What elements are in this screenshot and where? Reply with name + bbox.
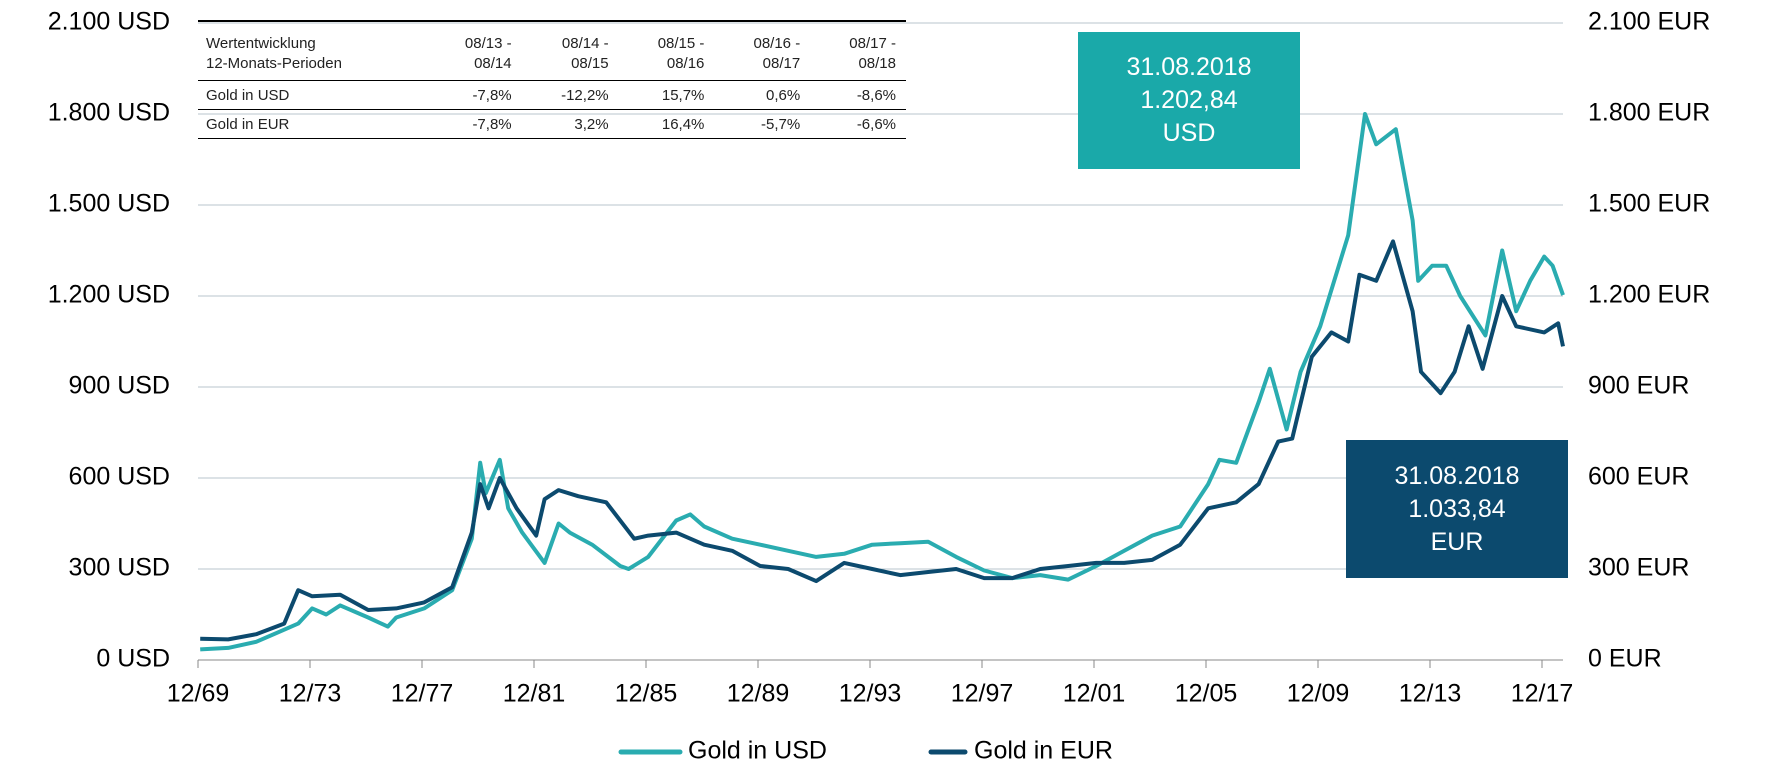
header-line: 08/16 [666, 55, 705, 72]
table-header-cell: 08/15 - 08/16 [619, 21, 715, 81]
header-line: 08/15 [571, 55, 609, 72]
header-line: 08/16 - [753, 35, 801, 52]
y2-tick-label: 300 EUR [1588, 554, 1689, 582]
annotation-line: 31.08.2018 [1394, 461, 1520, 490]
x-tick-label: 12/73 [279, 680, 342, 708]
y2-tick-label: 1.500 EUR [1588, 190, 1710, 218]
legend-label: Gold in EUR [974, 737, 1113, 765]
header-line: 08/13 - [464, 35, 512, 52]
x-tick-label: 12/13 [1399, 680, 1462, 708]
table-cell: -5,7% [761, 115, 801, 133]
header-line: Wertentwicklung [206, 35, 316, 52]
x-tick-label: 12/97 [951, 680, 1014, 708]
data-line [200, 112, 1565, 652]
y-tick-label: 2.100 USD [48, 8, 170, 36]
performance-table: Wertentwicklung 12-Monats-Perioden 08/13 -… [198, 20, 906, 139]
y-tick-label: 0 USD [96, 645, 170, 673]
table-cell: Gold in USD [206, 86, 290, 104]
annotation-line: EUR [1430, 527, 1484, 556]
table-cell: 3,2% [574, 115, 609, 133]
header-line: 08/17 [762, 55, 801, 72]
table-cell: -7,8% [472, 86, 512, 104]
table-header-cell: Wertentwicklung 12-Monats-Perioden [198, 21, 426, 81]
annotation-line: USD [1162, 119, 1216, 147]
annotation-line: 1.202,84 [1140, 86, 1238, 114]
x-tick-label: 12/93 [839, 680, 902, 708]
x-tick-label: 12/17 [1511, 680, 1574, 708]
header-line: 08/15 - [657, 35, 705, 52]
table-header-cell: 08/16 - 08/17 [714, 21, 810, 81]
header-line: 08/18 [858, 55, 896, 72]
table-header-row: Wertentwicklung 12-Monats-Perioden 08/13 -… [198, 21, 906, 81]
table-cell: 16,4% [661, 115, 705, 133]
table-row: Gold in USD -7,8% -12,2% 15,7% 0,6% -8,6% [198, 81, 906, 110]
x-tick-label: 12/89 [727, 680, 790, 708]
y-tick-label: 1.500 USD [48, 190, 170, 218]
table-cell: Gold in EUR [206, 115, 290, 133]
table-header-cell: 08/14 - 08/15 [522, 21, 619, 81]
y2-tick-label: 900 EUR [1588, 372, 1689, 400]
header-line: 08/14 [474, 55, 512, 72]
y2-tick-label: 0 EUR [1588, 645, 1662, 673]
table-row: Gold in EUR -7,8% 3,2% 16,4% -5,7% -6,6% [198, 110, 906, 139]
table-cell: 0,6% [765, 86, 801, 104]
table-cell: -8,6% [856, 86, 896, 104]
y-tick-label: 600 USD [69, 463, 170, 491]
legend-label: Gold in USD [688, 737, 827, 765]
table-cell: -12,2% [561, 86, 609, 104]
x-tick-label: 12/77 [391, 680, 454, 708]
table-header-cell: 08/17 - 08/18 [810, 21, 906, 81]
header-line: 08/14 - [561, 35, 609, 52]
y-tick-label: 300 USD [69, 554, 170, 582]
y2-tick-label: 2.100 EUR [1588, 8, 1710, 36]
annotation-line: 1.033,84 [1408, 494, 1506, 523]
y-tick-label: 1.800 USD [48, 99, 170, 127]
header-line: 12-Monats-Perioden [206, 55, 342, 72]
x-tick-label: 12/85 [615, 680, 678, 708]
x-tick-label: 12/69 [167, 680, 230, 708]
header-line: 08/17 - [849, 35, 896, 52]
x-tick-label: 12/81 [503, 680, 566, 708]
table-cell: -7,8% [472, 115, 512, 133]
x-tick-label: 12/09 [1287, 680, 1350, 708]
y2-tick-label: 600 EUR [1588, 463, 1689, 491]
table-header-cell: 08/13 - 08/14 [426, 21, 522, 81]
y-tick-label: 900 USD [69, 372, 170, 400]
x-tick-label: 12/05 [1175, 680, 1238, 708]
y2-tick-label: 1.200 EUR [1588, 281, 1710, 309]
x-tick-label: 12/01 [1063, 680, 1126, 708]
table-cell: -6,6% [856, 115, 896, 133]
annotation-box: 31.08.2018 1.033,84 EUR [1346, 440, 1568, 578]
y2-tick-label: 1.800 EUR [1588, 99, 1710, 127]
table-cell: 15,7% [661, 86, 705, 104]
annotation-box: 31.08.2018 1.202,84 USD [1078, 32, 1300, 169]
annotation-line: 31.08.2018 [1126, 53, 1252, 81]
data-line [200, 239, 1565, 642]
y-tick-label: 1.200 USD [48, 281, 170, 309]
